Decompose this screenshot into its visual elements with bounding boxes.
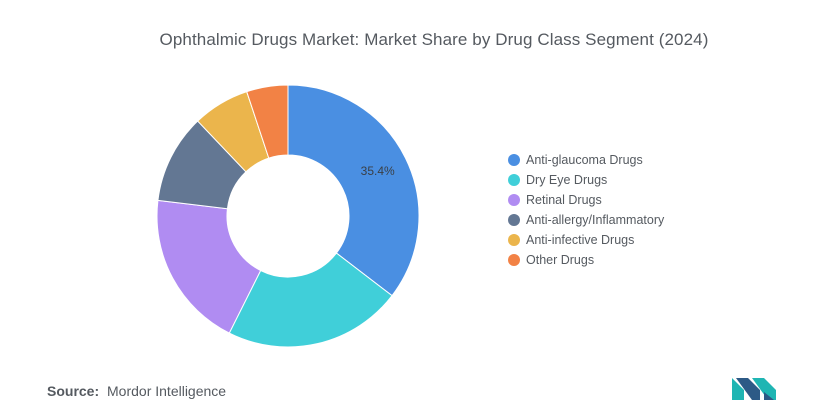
mordor-intelligence-logo: [732, 378, 776, 400]
legend-item-anti-allergy-inflammatory: Anti-allergy/Inflammatory: [508, 210, 664, 230]
slice-other-drugs: [246, 84, 289, 159]
chart-legend: Anti-glaucoma Drugs Dry Eye Drugs Retinal …: [508, 150, 664, 270]
legend-label: Anti-allergy/Inflammatory: [526, 213, 665, 227]
slice-dry-eye-drugs: [228, 252, 393, 348]
chart-title: Ophthalmic Drugs Market: Market Share by…: [159, 30, 709, 49]
data-label-anti-glaucoma-drugs: 35.4%: [361, 164, 395, 178]
legend-item-other-drugs: Other Drugs: [508, 250, 664, 270]
source-note: Source: Mordor Intelligence: [47, 383, 226, 399]
legend-label: Retinal Drugs: [526, 193, 602, 207]
legend-item-retinal-drugs: Retinal Drugs: [508, 190, 664, 210]
slice-anti-glaucoma-drugs: [287, 84, 420, 297]
legend-label: Anti-glaucoma Drugs: [526, 153, 643, 167]
slice-retinal-drugs: [156, 199, 262, 334]
legend-swatch-icon: [508, 214, 520, 226]
legend-label: Dry Eye Drugs: [526, 173, 608, 187]
legend-swatch-icon: [508, 174, 520, 186]
legend-item-anti-glaucoma-drugs: Anti-glaucoma Drugs: [508, 150, 664, 170]
legend-swatch-icon: [508, 194, 520, 206]
legend-swatch-icon: [508, 254, 520, 266]
legend-item-dry-eye-drugs: Dry Eye Drugs: [508, 170, 664, 190]
legend-item-anti-infective-drugs: Anti-infective Drugs: [508, 230, 664, 250]
source-value: Mordor Intelligence: [107, 383, 227, 399]
legend-label: Other Drugs: [526, 253, 595, 267]
source-label: Source:: [47, 383, 100, 399]
legend-swatch-icon: [508, 234, 520, 246]
legend-label: Anti-infective Drugs: [526, 233, 635, 247]
legend-swatch-icon: [508, 154, 520, 166]
